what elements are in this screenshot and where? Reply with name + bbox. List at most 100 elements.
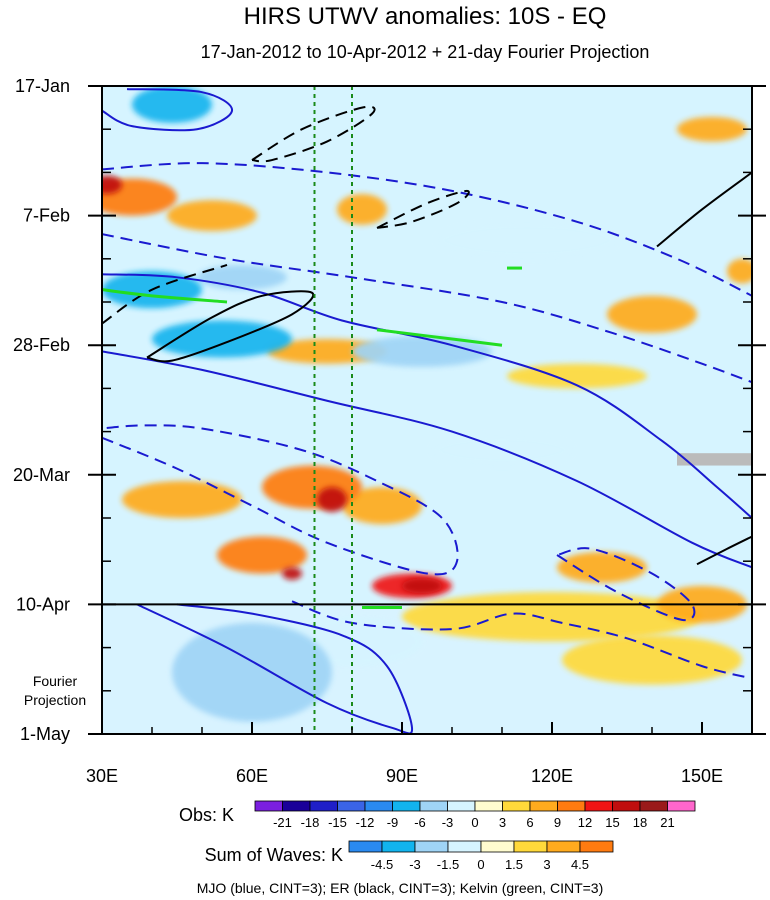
colorbar-tick-label: 0 bbox=[471, 815, 478, 830]
legend-obs: Obs: K -21 -18 -15 -12 -9 -6 -3 0 3 6 9 12 15 18 21 bbox=[179, 800, 696, 830]
colorbar-cell bbox=[513, 840, 548, 853]
anomaly-blob bbox=[267, 339, 387, 364]
anomaly-blob bbox=[507, 363, 647, 389]
colorbar-cell bbox=[612, 800, 641, 812]
legend-waves-label: Sum of Waves: K bbox=[205, 845, 343, 865]
colorbar-cell bbox=[337, 800, 366, 812]
y-tick-label: 20-Mar bbox=[13, 465, 70, 485]
colorbar-tick-label: -12 bbox=[356, 815, 375, 830]
projection-label-line: Fourier bbox=[33, 673, 78, 689]
anomaly-blob bbox=[152, 320, 292, 358]
x-tick-label: 150E bbox=[681, 766, 723, 786]
colorbar-cell bbox=[667, 800, 696, 812]
anomaly-blob bbox=[167, 200, 257, 232]
chart-subtitle: 17-Jan-2012 to 10-Apr-2012 + 21-day Four… bbox=[201, 42, 650, 62]
colorbar-cell bbox=[447, 840, 482, 853]
colorbar-tick-label: 3 bbox=[543, 857, 550, 872]
y-tick-label: 1-May bbox=[20, 724, 70, 744]
colorbar-tick-label: -18 bbox=[301, 815, 320, 830]
anomaly-blob bbox=[562, 635, 742, 685]
legend-waves-colorbar: -4.5 -3 -1.5 0 1.5 3 4.5 bbox=[348, 840, 614, 872]
colorbar-tick-label: 18 bbox=[633, 815, 647, 830]
mjo-contour bbox=[102, 350, 752, 569]
colorbar-cell bbox=[474, 800, 503, 812]
colorbar-tick-label: 0 bbox=[477, 857, 484, 872]
colorbar-cell bbox=[480, 840, 515, 853]
colorbar-cell bbox=[381, 840, 416, 853]
y-tick-label: 7-Feb bbox=[23, 206, 70, 226]
anomaly-blob bbox=[172, 622, 332, 722]
colorbar-tick-label: -3 bbox=[442, 815, 454, 830]
y-tick-label: 17-Jan bbox=[15, 76, 70, 96]
colorbar-tick-label: -15 bbox=[328, 815, 347, 830]
anomaly-blob bbox=[557, 551, 647, 583]
legend-waves: Sum of Waves: K -4.5 -3 -1.5 0 1.5 3 4.5 bbox=[205, 840, 614, 872]
kelvin-contour bbox=[102, 288, 228, 304]
colorbar-cell bbox=[579, 840, 614, 853]
anomaly-blob bbox=[282, 567, 302, 580]
colorbar-cell bbox=[529, 800, 558, 812]
x-tick-label: 60E bbox=[236, 766, 268, 786]
colorbar-tick-label: -3 bbox=[409, 857, 421, 872]
reference-lines bbox=[313, 86, 353, 734]
mjo-contour bbox=[136, 603, 414, 734]
colorbar-cell bbox=[447, 800, 476, 812]
mjo-contour bbox=[291, 600, 752, 680]
colorbar-cell bbox=[392, 800, 421, 812]
colorbar-tick-label: 6 bbox=[526, 815, 533, 830]
colorbar-cell bbox=[584, 800, 613, 812]
anomaly-blob bbox=[132, 86, 212, 124]
anomaly-blob bbox=[677, 116, 747, 142]
y-tick-label: 28-Feb bbox=[13, 335, 70, 355]
colorbar-tick-label: -6 bbox=[414, 815, 426, 830]
colorbar-tick-label: 4.5 bbox=[571, 857, 589, 872]
anomaly-blob bbox=[352, 335, 492, 367]
legend-obs-colorbar: -21 -18 -15 -12 -9 -6 -3 0 3 6 9 12 15 18 21 bbox=[254, 800, 696, 830]
colorbar-tick-label: 12 bbox=[578, 815, 592, 830]
colorbar-cell bbox=[254, 800, 283, 812]
colorbar-cell bbox=[546, 840, 581, 853]
axis-ticks bbox=[88, 85, 766, 735]
wave-contours bbox=[102, 88, 752, 734]
projection-label: Fourier Projection bbox=[24, 673, 86, 708]
colorbar-cell bbox=[639, 800, 668, 812]
er-contour bbox=[251, 105, 376, 163]
anomaly-blob bbox=[342, 487, 422, 525]
anomaly-blob bbox=[317, 487, 347, 512]
mjo-contour bbox=[102, 233, 752, 384]
colorbar-tick-label: -4.5 bbox=[371, 857, 393, 872]
chart-title: HIRS UTWV anomalies: 10S - EQ bbox=[244, 3, 607, 30]
colorbar-cell bbox=[309, 800, 338, 812]
colorbar-tick-label: 21 bbox=[660, 815, 674, 830]
anomaly-blob bbox=[262, 465, 362, 509]
anomaly-blob bbox=[437, 221, 617, 259]
mjo-contour bbox=[102, 273, 752, 519]
er-contour bbox=[102, 264, 228, 325]
mjo-contour bbox=[102, 88, 233, 132]
anomaly-blob bbox=[102, 178, 177, 216]
er-contour bbox=[146, 290, 315, 363]
colorbar-cell bbox=[502, 800, 531, 812]
anomaly-blob bbox=[607, 295, 697, 333]
x-tick-label: 30E bbox=[86, 766, 118, 786]
colorbar-cell bbox=[414, 840, 449, 853]
anomaly-blob bbox=[122, 480, 242, 518]
x-tick-label: 120E bbox=[531, 766, 573, 786]
kelvin-contour bbox=[376, 328, 503, 347]
er-contour bbox=[656, 171, 752, 248]
mjo-contour bbox=[102, 424, 459, 576]
colorbar-cell bbox=[282, 800, 311, 812]
colorbar-cell bbox=[348, 840, 383, 853]
anomaly-blob bbox=[727, 258, 752, 284]
colorbar-tick-label: -21 bbox=[273, 815, 292, 830]
legend-obs-label: Obs: K bbox=[179, 805, 234, 825]
x-axis-labels: 30E 60E 90E 120E 150E bbox=[86, 766, 723, 786]
missing-data-patch bbox=[677, 453, 752, 466]
er-contour bbox=[376, 189, 470, 229]
anomaly-blob bbox=[197, 264, 287, 290]
colorbar-cell bbox=[364, 800, 393, 812]
contour-footnote: MJO (blue, CINT=3); ER (black, CINT=3); … bbox=[197, 880, 604, 896]
er-contour bbox=[696, 535, 752, 566]
anomaly-blob bbox=[102, 175, 122, 194]
